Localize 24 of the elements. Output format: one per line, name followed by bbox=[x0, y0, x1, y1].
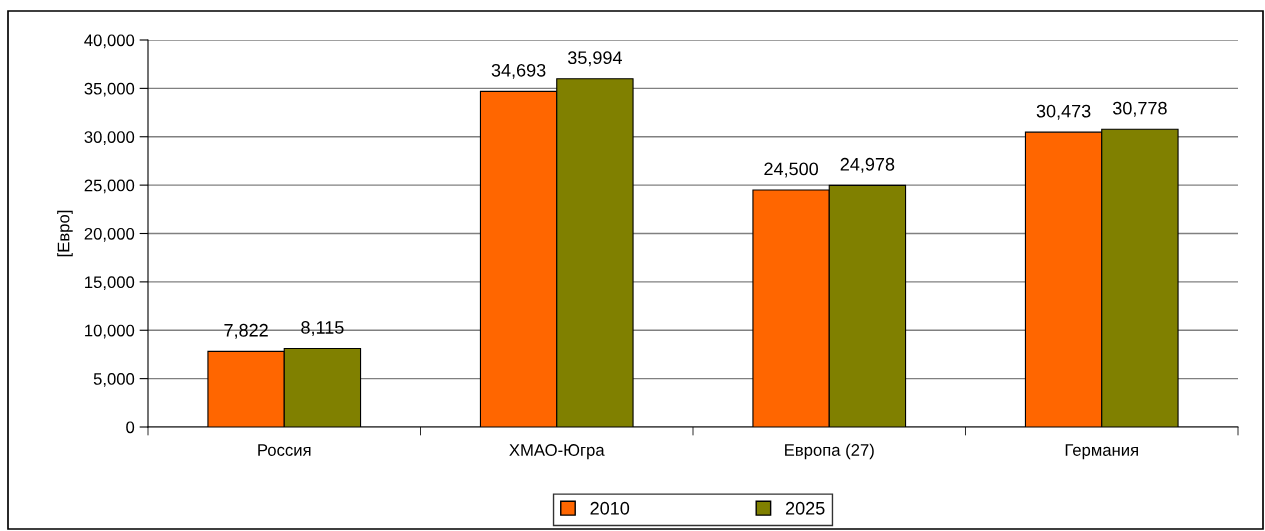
legend-label: 2025 bbox=[785, 501, 825, 515]
data-label: 35,994 bbox=[567, 51, 622, 67]
y-tick-label: 35,000 bbox=[84, 82, 135, 97]
data-label: 30,473 bbox=[1036, 104, 1091, 120]
y-tick-label: 15,000 bbox=[85, 276, 135, 291]
y-tick-label: 10,000 bbox=[85, 324, 135, 339]
x-tick-label: Германия bbox=[1065, 444, 1138, 460]
y-tick-label: 40,000 bbox=[84, 34, 135, 49]
data-label: 8,115 bbox=[301, 321, 344, 336]
data-label: 7,822 bbox=[224, 323, 268, 339]
y-tick-label: 25,000 bbox=[84, 179, 135, 194]
x-tick-label: ХМАО-Югра bbox=[509, 444, 605, 460]
x-tick-label: Европа (27) bbox=[785, 443, 874, 460]
data-label: 30,778 bbox=[1112, 101, 1167, 117]
y-tick-label: 20,000 bbox=[84, 227, 135, 242]
y-tick-label: 5,000 bbox=[93, 373, 135, 387]
data-label: 24,978 bbox=[840, 157, 895, 173]
legend-label: 2010 bbox=[590, 501, 630, 515]
data-label: 24,500 bbox=[764, 162, 819, 178]
y-tick-label: 0 bbox=[126, 421, 135, 434]
data-label: 34,693 bbox=[491, 63, 546, 79]
x-tick-label: Россия bbox=[258, 444, 311, 456]
y-tick-label: 30,000 bbox=[84, 131, 135, 145]
y-axis-title: [Евро] bbox=[57, 210, 73, 257]
